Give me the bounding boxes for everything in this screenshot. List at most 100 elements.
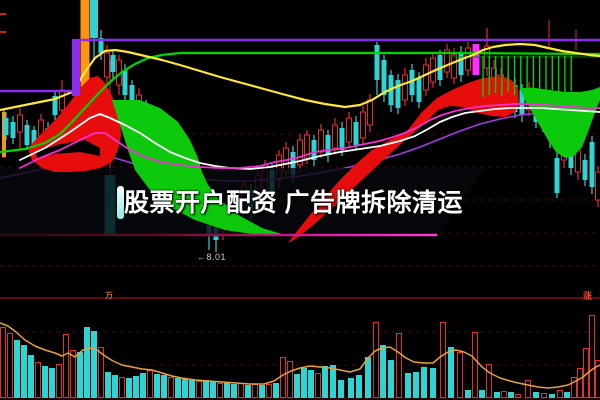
volume-bar-down [330,365,336,398]
volume-bar-down [28,355,34,398]
candle-marker [472,44,480,75]
volume-bar-down [338,380,344,398]
ribbon-band-green-right [520,87,600,158]
volume-bar-down [84,327,90,398]
candle-down [589,142,595,187]
candle-down [90,0,98,38]
candle-down [31,130,37,148]
volume-bar-down [380,345,386,398]
volume-bar-up [147,370,153,398]
volume-bar-down [508,392,514,398]
volume-bar-down [112,375,118,398]
candle-down [10,122,16,138]
volume-bar-down [105,372,111,398]
candle-down [52,96,58,115]
volume-bar-down [182,379,188,398]
banner-strip [0,168,485,237]
volume-bar-up [266,384,272,398]
candle-up [318,129,324,153]
volume-bar-up [196,381,202,398]
volume-bar-up [525,380,531,398]
volume-bar-down [365,357,371,398]
candle-up [304,134,310,159]
volume-bar-up [7,333,13,398]
white-ma-line [19,107,600,170]
volume-bar-down [21,345,27,398]
volume-bar-down [413,372,419,398]
volume-bar-down [405,373,411,398]
rise-badge: 涨 [583,291,593,301]
candle-down [311,140,317,160]
volume-bar-down [348,378,354,398]
volume-bar-down [91,331,97,398]
volume-bar-up [515,394,521,398]
candle-down [325,135,331,155]
axis-tick [0,13,6,15]
candle-down [339,128,345,150]
volume-bar-up [315,373,321,398]
volume-bar-down [494,392,500,398]
banner-underline [0,233,437,237]
candle-down [395,80,401,108]
candle-down [416,78,422,102]
axis-tick [0,31,6,33]
volume-bar-up [501,391,507,398]
candle-down [129,85,135,110]
candle-down [122,70,128,95]
candle-down [110,55,116,72]
volume-bar-up [557,390,563,398]
banner-ad-text: 股票开户配资 广告牌拆除清运 [124,189,463,217]
banner-accent-bar [117,186,124,219]
candle-up [367,99,373,126]
volume-bar-up [457,352,463,398]
volume-bar-up [119,377,125,398]
volume-bar-up [168,377,174,398]
volume-bar-up [577,368,583,398]
volume-bar-down [273,383,279,398]
purple-level-bar [72,39,80,96]
volume-bar-down [42,366,48,398]
candle-down [3,118,9,135]
candle-up [595,171,600,201]
volume-bar-down [224,382,230,398]
candle-marker [80,0,90,117]
volume-bar-down [564,392,570,398]
volume-bar-down [175,378,181,398]
volume-bar-down [294,374,300,398]
volume-bar-down [140,373,146,398]
volume-bar-down [549,394,555,398]
volume-bar-up [63,334,69,398]
volume-bar-down [49,368,55,398]
candle-up [465,47,471,71]
volume-bar-down [154,374,160,398]
volume-bar-down [301,368,307,398]
candle-up [332,124,338,149]
volume-bar-up [280,357,286,398]
volume-bar-down [465,390,471,398]
volume-bar-down [259,385,265,398]
volume-bar-up [56,364,62,398]
candle-up [444,49,450,73]
volume-bar-up [541,393,547,398]
candle-up [360,111,366,139]
volume-bar-down [533,392,539,398]
volume-ma-line [0,322,600,389]
volume-bar-up [486,364,492,398]
candle-up [104,52,110,78]
volume-bar-down [430,368,436,398]
volume-bar-up [252,384,258,398]
candle-up [59,89,65,111]
candle-up [423,64,429,91]
candle-down [98,38,104,53]
candle-down [458,52,464,75]
volume-bar-up [440,322,446,398]
volume-bar-up [217,383,223,398]
volume-bar-up [396,333,402,398]
volume-bar-up [35,362,41,398]
volume-bar-down [210,382,216,398]
green-ma-line [0,51,600,154]
volume-bar-down [133,376,139,398]
volume-bar-down [448,347,454,398]
volume-bar-down [231,384,237,398]
